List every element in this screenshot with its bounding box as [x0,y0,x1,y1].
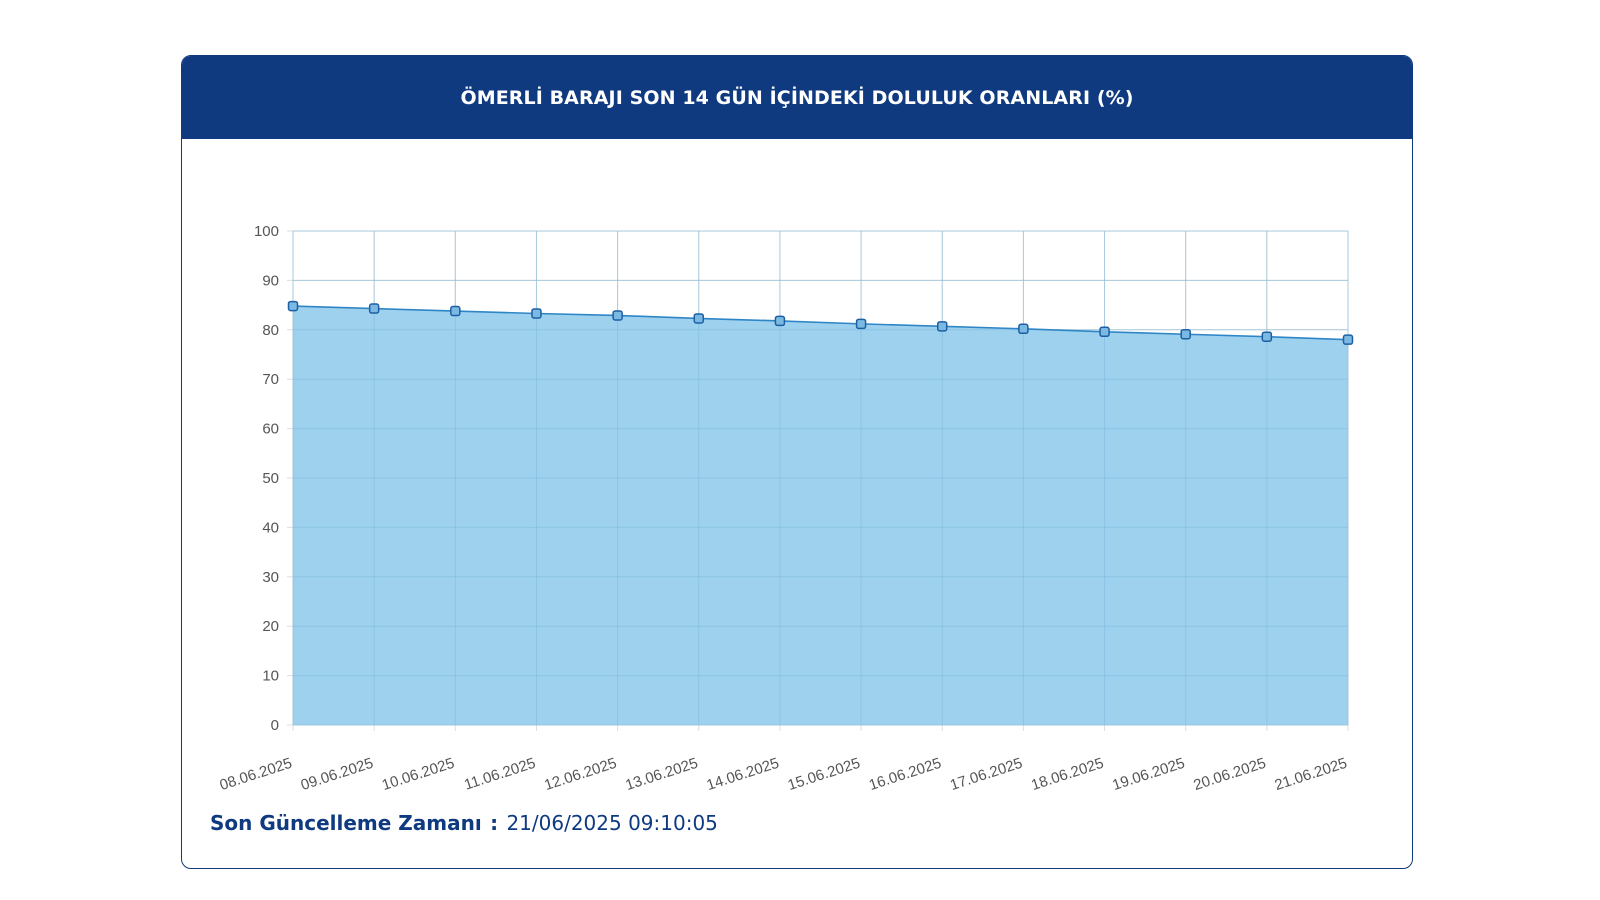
data-point-marker [855,318,867,330]
x-tick-label: 12.06.2025 [542,755,619,794]
data-point-marker [1099,326,1110,338]
x-tick-label: 11.06.2025 [462,755,538,794]
data-point-marker [450,305,461,317]
data-point-marker [774,315,786,327]
x-tick-label: 21.06.2025 [1273,755,1350,794]
data-point-marker [287,300,299,312]
data-point-marker [1180,328,1191,340]
series-line [292,305,1349,341]
x-tick-label: 18.06.2025 [1029,755,1106,794]
data-point-marker [368,303,380,314]
last-update-value: 21/06/2025 09:10:05 [506,811,718,835]
y-tick-label: 100 [254,223,279,240]
data-point-marker [936,321,948,332]
last-update-separator: : [490,811,499,835]
data-point-marker [1342,334,1354,345]
chart-area: 0 10 20 30 40 50 60 70 80 90 100 08.06.2025 09.06.20… [182,139,1412,799]
x-tick-label: 20.06.2025 [1191,755,1268,794]
y-tick-label: 30 [262,569,279,586]
x-tick-label: 14.06.2025 [705,755,782,794]
y-tick-label: 50 [262,470,279,487]
y-tick-label: 0 [271,717,279,734]
x-tick-label: 09.06.2025 [299,755,376,794]
data-point-marker [693,313,705,324]
data-point-marker [531,308,542,319]
x-tick-label: 17.06.2025 [948,755,1025,794]
x-tick-label: 13.06.2025 [623,755,700,794]
last-update-label: Son Güncelleme Zamanı [210,811,482,835]
chart-title: ÖMERLİ BARAJI SON 14 GÜN İÇİNDEKİ DOLULU… [460,86,1134,109]
y-tick-label: 70 [262,371,279,388]
x-tick-label: 19.06.2025 [1110,755,1187,794]
chart-card: ÖMERLİ BARAJI SON 14 GÜN İÇİNDEKİ DOLULU… [181,55,1413,869]
x-tick-label: 15.06.2025 [786,755,863,794]
data-point-marker [612,310,623,321]
data-point-marker [1261,331,1273,342]
area-fill [293,306,1348,725]
data-point-marker [1018,323,1029,335]
y-tick-label: 20 [262,618,279,635]
x-tick-label: 16.06.2025 [867,755,944,794]
y-tick-label: 90 [262,272,279,289]
y-tick-label: 80 [262,322,279,339]
y-tick-label: 10 [262,668,279,685]
x-tick-label: 08.06.2025 [218,755,295,794]
last-update-info: Son Güncelleme Zamanı : 21/06/2025 09:10… [210,811,718,835]
area-chart: 0 10 20 30 40 50 60 70 80 90 100 08.06.2025 09.06.20… [218,223,1354,794]
y-tick-label: 60 [262,421,279,438]
x-tick-label: 10.06.2025 [380,755,457,794]
card-header: ÖMERLİ BARAJI SON 14 GÜN İÇİNDEKİ DOLULU… [182,56,1412,139]
y-tick-label: 40 [262,519,279,536]
